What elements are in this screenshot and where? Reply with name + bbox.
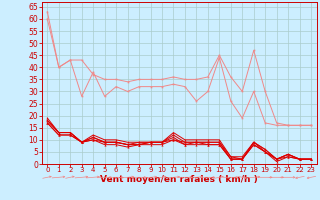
X-axis label: Vent moyen/en rafales ( km/h ): Vent moyen/en rafales ( km/h ) — [100, 175, 258, 184]
